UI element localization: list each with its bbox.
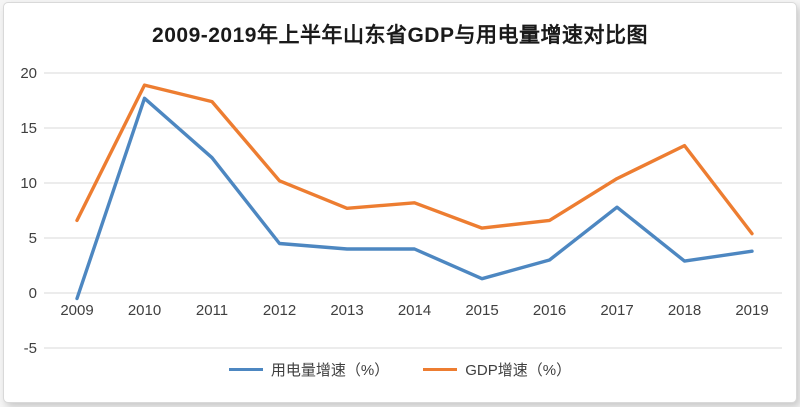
- line-chart-plot: -5 0 5 10 15 20 2009 2010 2011 2012 2013 2014 2015 20…: [20, 65, 782, 357]
- y-axis-tick-label: 0: [29, 285, 37, 302]
- electricity-growth-line: [75, 96, 754, 301]
- chart-title: 2009-2019年上半年山东省GDP与用电量增速对比图: [152, 24, 648, 47]
- y-axis-tick-label: 15: [20, 120, 37, 137]
- y-axis-tick-label: 10: [20, 175, 37, 192]
- chart-legend: 用电量增速（%） GDP增速（%）: [4, 359, 796, 380]
- y-axis-tick-label: 20: [20, 65, 37, 82]
- x-axis-tick-label: 2009: [60, 302, 93, 319]
- legend-label: 用电量增速（%）: [270, 362, 390, 379]
- y-axis-tick-label: -5: [24, 340, 37, 357]
- electricity-growth-legend-line-swatch: [228, 368, 263, 371]
- gdp-growth-line: [75, 83, 754, 236]
- x-axis-tick-label: 2013: [330, 302, 363, 319]
- y-axis-tick-label: 5: [29, 230, 37, 247]
- x-axis-tick-label: 2019: [735, 302, 768, 319]
- x-axis-tick-label: 2014: [398, 302, 431, 319]
- x-axis-tick-label: 2010: [128, 302, 161, 319]
- legend-item-gdp-growth: GDP增速（%）: [423, 359, 571, 380]
- x-axis-tick-label: 2012: [263, 302, 296, 319]
- x-axis-tick-label: 2017: [600, 302, 633, 319]
- gdp-growth-legend-line-swatch: [423, 368, 458, 371]
- chart-card: 2009-2019年上半年山东省GDP与用电量增速对比图 -5 0 5 10 15 20 2…: [3, 2, 797, 403]
- x-axis-tick-label: 2018: [668, 302, 701, 319]
- x-axis-tick-label: 2011: [196, 302, 228, 319]
- legend-item-electricity-growth: 用电量增速（%）: [228, 359, 390, 380]
- plot-area: -5 0 5 10 15 20 2009 2010 2011 2012 2013 2014 2015 20…: [4, 57, 796, 357]
- x-axis-tick-label: 2015: [465, 302, 498, 319]
- x-axis-tick-label: 2016: [533, 302, 566, 319]
- legend-label: GDP增速（%）: [465, 362, 572, 379]
